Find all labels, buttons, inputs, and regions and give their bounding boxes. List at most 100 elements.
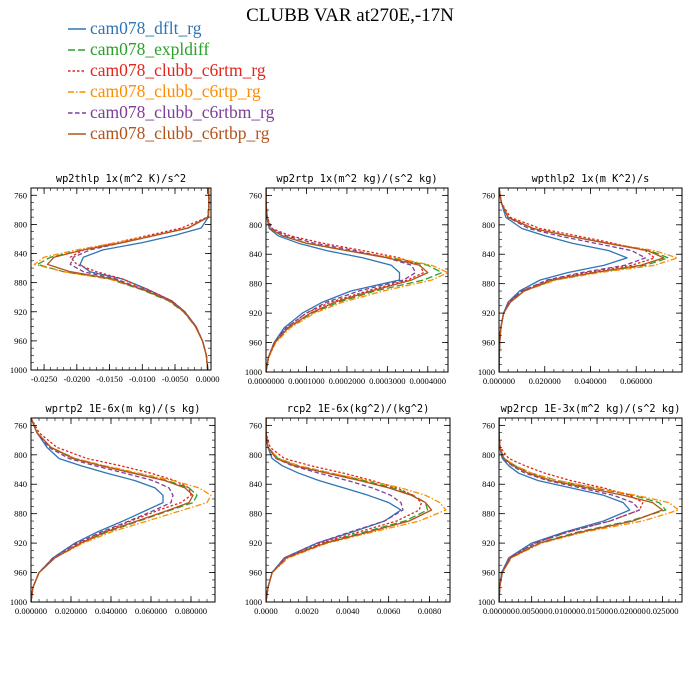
panels: wp2thlp 1x(m^2 K)/s^2 760 800 840 880 920 960 1… — [10, 173, 683, 616]
x-tick-label: 0.0002000 — [329, 376, 366, 386]
panel-title: wp2thlp 1x(m^2 K)/s^2 — [56, 173, 186, 185]
x-tick-label: 0.0003000 — [369, 376, 406, 386]
y-tick-label: 800 — [482, 220, 495, 230]
series-line-cam078_clubb_c6rtm_rg — [31, 418, 192, 602]
y-tick-label: 920 — [249, 308, 262, 318]
plot-frame — [30, 417, 216, 603]
series-line-cam078_clubb_c6rtbp_rg — [266, 188, 429, 372]
legend-item: cam078_clubb_c6rtbp_rg — [68, 123, 270, 143]
legend-label: cam078_clubb_c6rtbp_rg — [90, 123, 270, 143]
x-tick-label: 0.005000 — [516, 606, 548, 616]
legend: cam078_dflt_rgcam078_expldiffcam078_club… — [68, 18, 275, 143]
series-line-cam078_clubb_c6rtm_rg — [499, 188, 656, 372]
legend-item: cam078_clubb_c6rtbm_rg — [68, 102, 275, 122]
panel-3: wpthlp2 1x(m K^2)/s 760 800 840 880 920 960 100… — [478, 173, 683, 386]
series-line-cam078_clubb_c6rtm_rg — [499, 418, 644, 602]
legend-label: cam078_clubb_c6rtm_rg — [90, 60, 266, 80]
x-tick-label: 0.020000 — [55, 606, 87, 616]
x-tick-label: 0.0060 — [377, 606, 401, 616]
x-tick-label: 0.020000 — [529, 376, 561, 386]
y-tick-label: 1000 — [245, 597, 262, 607]
y-tick-label: 800 — [482, 450, 495, 460]
y-tick-label: 760 — [482, 190, 495, 200]
series-line-cam078_clubb_c6rtbm_rg — [266, 418, 404, 602]
y-tick-label: 840 — [14, 479, 27, 489]
legend-item: cam078_clubb_c6rtp_rg — [68, 81, 261, 101]
y-tick-label: 960 — [14, 568, 27, 578]
x-tick-label: 0.015000 — [581, 606, 613, 616]
x-tick-label: 0.0000000 — [248, 376, 285, 386]
x-tick-label: 0.0040 — [336, 606, 360, 616]
series-line-cam078_dflt_rg — [266, 418, 402, 602]
series-line-cam078_dflt_rg — [266, 188, 401, 372]
y-tick-label: 760 — [249, 190, 262, 200]
y-tick-label: 840 — [249, 479, 262, 489]
legend-label: cam078_expldiff — [90, 39, 209, 59]
y-tick-label: 840 — [482, 479, 495, 489]
plot-frame — [498, 417, 683, 603]
series-line-cam078_expldiff — [499, 418, 667, 602]
series-line-cam078_clubb_c6rtm_rg — [266, 188, 425, 372]
series-line-cam078_dflt_rg — [31, 418, 164, 602]
x-tick-label: -0.0200 — [64, 374, 91, 384]
x-tick-label: 0.020000 — [614, 606, 646, 616]
legend-item: cam078_dflt_rg — [68, 18, 202, 38]
panel-title: wp2rcp 1E-3x(m^2 kg)/(s^2 kg) — [501, 403, 681, 415]
x-tick-label: 0.0000 — [196, 374, 220, 384]
y-tick-label: 920 — [14, 307, 27, 317]
series-line-cam078_expldiff — [266, 188, 443, 372]
y-tick-label: 800 — [249, 450, 262, 460]
series-line-cam078_clubb_c6rtbp_rg — [31, 418, 194, 602]
y-tick-label: 880 — [482, 509, 495, 519]
y-tick-label: 1000 — [478, 367, 495, 377]
x-tick-label: 0.0004000 — [410, 376, 447, 386]
series-line-cam078_clubb_c6rtp_rg — [266, 418, 447, 602]
series-line-cam078_dflt_rg — [499, 188, 628, 372]
y-tick-label: 960 — [14, 336, 27, 346]
y-tick-label: 960 — [482, 568, 495, 578]
panel-title: wp2rtp 1x(m^2 kg)/(s^2 kg) — [276, 173, 437, 185]
x-tick-label: 0.000000 — [483, 606, 515, 616]
series-line-cam078_clubb_c6rtm_rg — [69, 188, 211, 370]
x-tick-label: -0.0100 — [129, 374, 156, 384]
plot-frame — [30, 187, 212, 371]
y-tick-label: 800 — [249, 220, 262, 230]
series-line-cam078_clubb_c6rtp_rg — [31, 418, 212, 602]
x-tick-label: 0.0000 — [254, 606, 278, 616]
y-tick-label: 1000 — [245, 367, 262, 377]
y-tick-label: 800 — [14, 450, 27, 460]
series-line-cam078_clubb_c6rtbp_rg — [499, 188, 665, 372]
y-tick-label: 920 — [482, 308, 495, 318]
panel-title: wprtp2 1E-6x(m kg)/(s kg) — [46, 403, 201, 415]
legend-label: cam078_clubb_c6rtp_rg — [90, 81, 261, 101]
y-tick-label: 840 — [482, 249, 495, 259]
series-line-cam078_clubb_c6rtbm_rg — [499, 188, 647, 372]
plot-frame — [498, 187, 683, 373]
series-line-cam078_dflt_rg — [499, 418, 631, 602]
y-tick-label: 960 — [249, 338, 262, 348]
x-tick-label: 0.000000 — [15, 606, 47, 616]
y-tick-label: 960 — [482, 338, 495, 348]
series-line-cam078_clubb_c6rtbm_rg — [69, 188, 210, 370]
x-tick-label: 0.0080 — [418, 606, 442, 616]
series-line-cam078_expldiff — [31, 418, 198, 602]
legend-item: cam078_expldiff — [68, 39, 209, 59]
y-tick-label: 920 — [482, 538, 495, 548]
series-line-cam078_clubb_c6rtm_rg — [266, 418, 423, 602]
main-title: CLUBB VAR at270E,-17N — [246, 5, 454, 26]
panel-1: wp2thlp 1x(m^2 K)/s^2 760 800 840 880 920 960 1… — [10, 173, 220, 384]
panel-title: wpthlp2 1x(m K^2)/s — [532, 173, 650, 185]
y-tick-label: 760 — [482, 420, 495, 430]
y-tick-label: 1000 — [478, 597, 495, 607]
series-group — [31, 418, 212, 602]
y-tick-label: 960 — [249, 568, 262, 578]
y-tick-label: 760 — [14, 420, 27, 430]
series-line-cam078_clubb_c6rtbm_rg — [266, 188, 417, 372]
y-tick-label: 880 — [249, 509, 262, 519]
x-tick-label: 0.025000 — [646, 606, 678, 616]
panel-title: rcp2 1E-6x(kg^2)/(kg^2) — [287, 403, 430, 415]
x-tick-label: 0.0020 — [295, 606, 319, 616]
y-tick-label: 880 — [14, 509, 27, 519]
x-tick-label: 0.060000 — [620, 376, 652, 386]
